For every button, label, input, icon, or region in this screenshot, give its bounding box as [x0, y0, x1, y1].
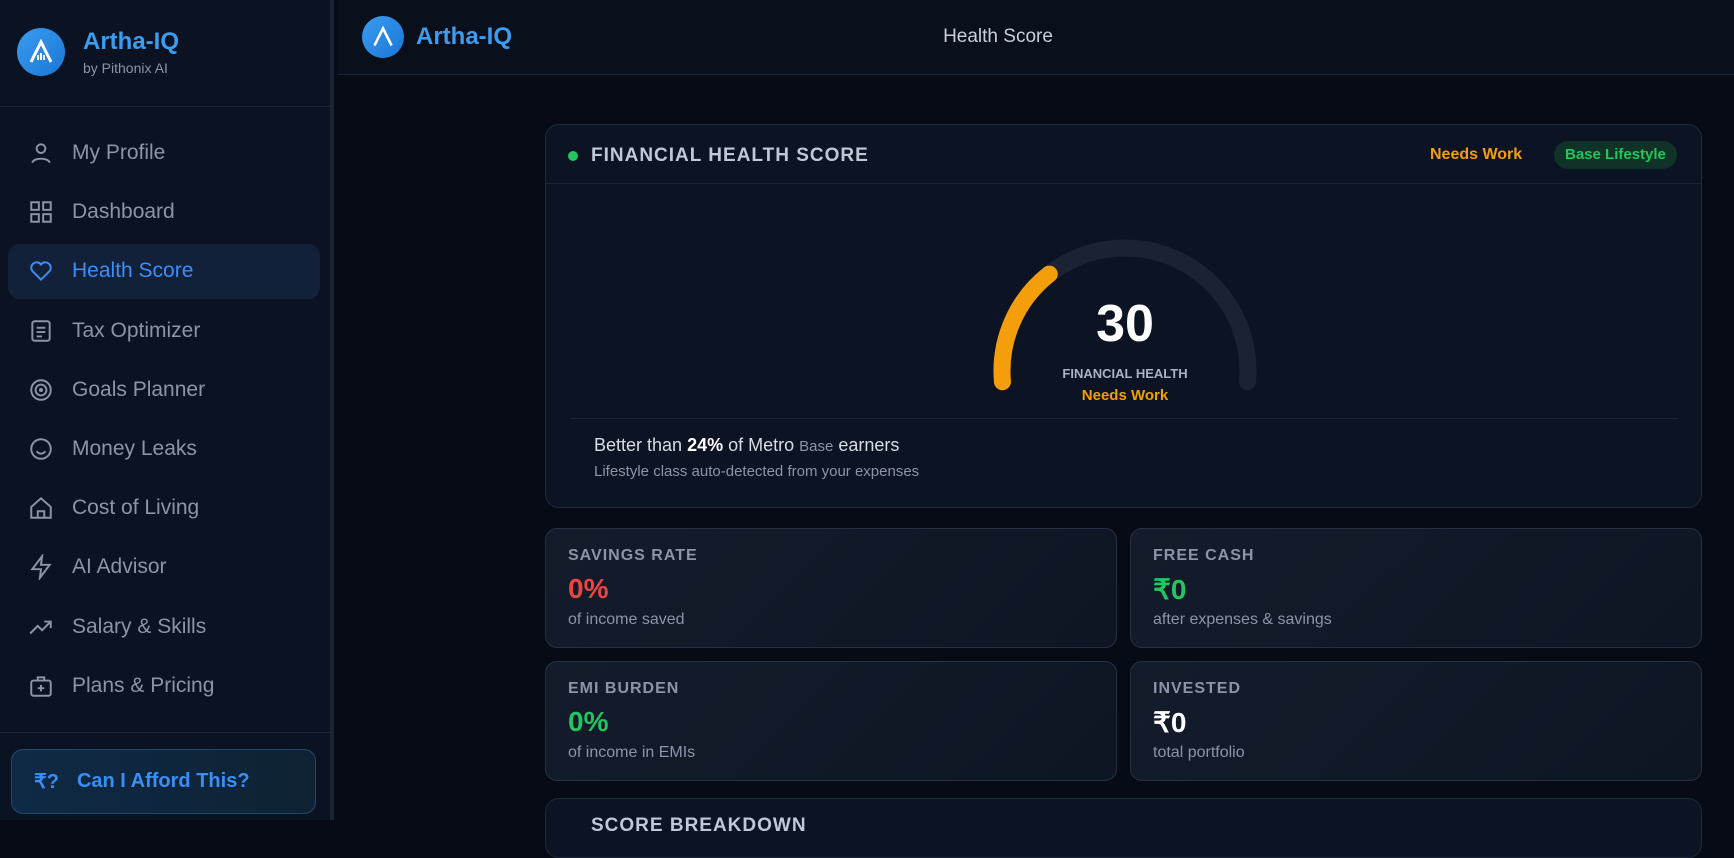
afford-button[interactable]: ₹? Can I Afford This?: [11, 749, 316, 814]
nav-label: Salary & Skills: [72, 614, 207, 638]
nav-icon: [30, 379, 52, 401]
nav-item[interactable]: Salary & Skills: [28, 607, 206, 647]
stat-caption: of income saved: [568, 611, 685, 628]
stat-label: INVESTED: [1153, 680, 1242, 697]
nav-item[interactable]: My Profile: [28, 133, 165, 173]
header: Artha-IQ Health Score: [338, 0, 1734, 75]
brand-tagline: by Pithonix AI: [83, 60, 168, 76]
card-title: SCORE BREAKDOWN: [591, 815, 807, 836]
stat-card: FREE CASH ₹0 after expenses & savings: [1130, 528, 1702, 648]
logo: [17, 28, 65, 76]
divider: [0, 106, 334, 107]
text: earners: [838, 435, 900, 455]
sidebar: Artha-IQ by Pithonix AI My Profile Dashbo…: [0, 0, 334, 820]
stat-card: EMI BURDEN 0% of income in EMIs: [545, 661, 1117, 781]
lifestyle-badge: Base Lifestyle: [1554, 141, 1677, 169]
logo: [362, 16, 404, 58]
stat-value: ₹0: [1153, 707, 1187, 738]
nav-icon: [29, 620, 52, 634]
nav-item[interactable]: Goals Planner: [28, 370, 205, 410]
nav-icon: [30, 261, 52, 282]
nav-label: Health Score: [72, 259, 194, 283]
divider: [0, 732, 334, 733]
gauge: 30 FINANCIAL HEALTH Needs Work: [993, 239, 1257, 404]
nav-item[interactable]: AI Advisor: [28, 547, 167, 587]
nav-label: Goals Planner: [72, 377, 206, 401]
comparison: Better than 24% of Metro Base earners: [594, 435, 899, 456]
nav-icon: [30, 201, 52, 223]
status-text: Needs Work: [1430, 146, 1523, 163]
text: of Metro: [728, 435, 795, 455]
nav-icon: [31, 143, 51, 164]
breakdown-card: SCORE BREAKDOWN: [545, 798, 1702, 858]
nav-label: Tax Optimizer: [72, 318, 201, 342]
stat-caption: total portfolio: [1153, 744, 1245, 761]
stat-label: FREE CASH: [1153, 547, 1255, 564]
note: Lifestyle class auto-detected from your …: [594, 463, 920, 480]
nav-label: My Profile: [72, 141, 166, 164]
status-dot: [568, 151, 578, 161]
score-status: Needs Work: [1082, 387, 1169, 404]
afford-label: Can I Afford This?: [76, 770, 250, 792]
active-highlight: [8, 244, 320, 299]
card-title: FINANCIAL HEALTH SCORE: [591, 145, 869, 166]
nav-icon: [30, 554, 52, 581]
nav-item[interactable]: Tax Optimizer: [28, 311, 200, 351]
nav-icon: [30, 497, 52, 519]
nav-label: Plans & Pricing: [72, 673, 215, 697]
health-card: FINANCIAL HEALTH SCORE Needs Work Base L…: [545, 124, 1702, 508]
text: Better than: [594, 435, 683, 455]
nav-item[interactable]: Dashboard: [28, 192, 175, 232]
nav-icon: [30, 438, 52, 460]
nav-label: Cost of Living: [72, 496, 200, 520]
divider: [546, 183, 1701, 184]
brand-name: Artha-IQ: [83, 28, 179, 55]
stat-value: 0%: [568, 573, 609, 604]
nav-item[interactable]: Plans & Pricing: [28, 666, 214, 706]
stat-label: EMI BURDEN: [568, 680, 680, 697]
stat-caption: after expenses & savings: [1153, 611, 1332, 628]
nav-label: AI Advisor: [72, 555, 167, 579]
header-brand: Artha-IQ: [416, 23, 512, 50]
nav-item[interactable]: Cost of Living: [28, 488, 199, 528]
nav-label: Dashboard: [72, 200, 175, 224]
nav-icon: [31, 319, 51, 342]
nav-label: Money Leaks: [72, 437, 197, 460]
nav-item[interactable]: Health Score: [28, 251, 193, 291]
divider: [570, 418, 1678, 419]
stat-caption: of income in EMIs: [568, 744, 696, 761]
gauge-fill: [993, 265, 1058, 391]
score-label: FINANCIAL HEALTH: [1062, 366, 1187, 381]
stat-label: SAVINGS RATE: [568, 547, 698, 564]
nav-item[interactable]: Money Leaks: [28, 429, 197, 469]
stat-value: 0%: [568, 706, 609, 737]
score-value: 30: [1096, 295, 1154, 353]
nav-icon: [30, 676, 52, 697]
class: Base: [799, 438, 834, 455]
header-title: Health Score: [943, 26, 1053, 47]
stat-card: INVESTED ₹0 total portfolio: [1130, 661, 1702, 781]
stat-value: ₹0: [1153, 574, 1187, 605]
afford-icon: ₹?: [34, 771, 59, 793]
stat-card: SAVINGS RATE 0% of income saved: [545, 528, 1117, 648]
percent: 24%: [687, 435, 724, 455]
